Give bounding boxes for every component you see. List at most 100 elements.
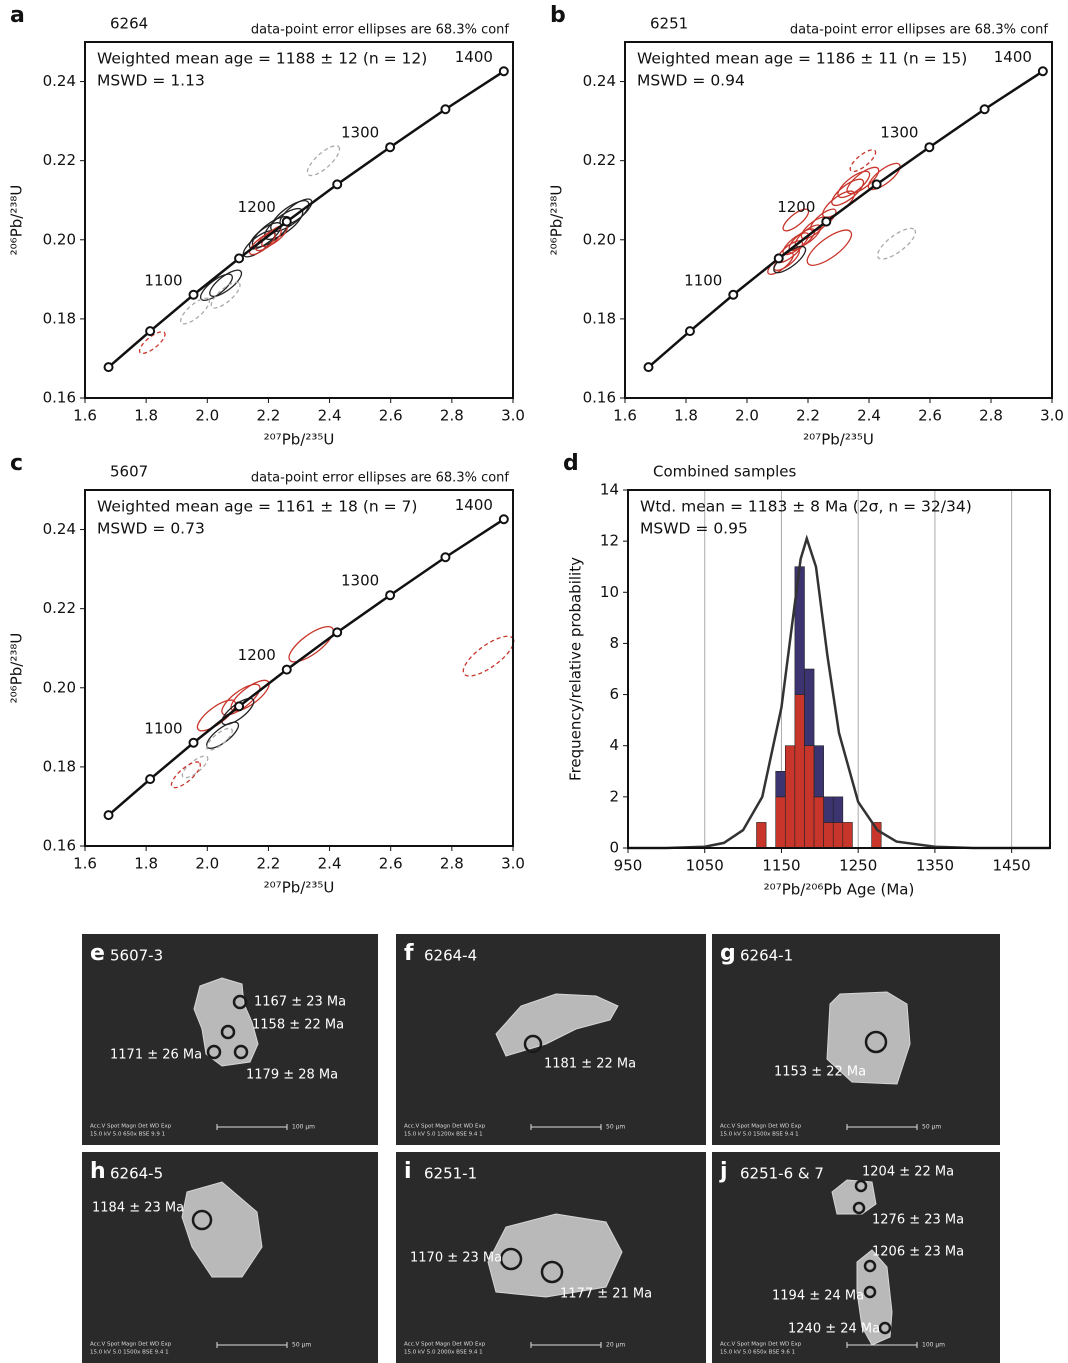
spot-age: 1167 ± 23 Ma xyxy=(254,995,346,1010)
age-label: 1200 xyxy=(238,646,276,664)
y-tick-label: 0.16 xyxy=(43,837,76,855)
spot-age: 1171 ± 26 Ma xyxy=(110,1048,202,1063)
histogram-bar xyxy=(756,822,767,849)
sem-panel: i 6251-1 1170 ± 23 Ma 1177 ± 21 Ma Acc.V Spo… xyxy=(396,1152,706,1363)
y-tick-label: 0.20 xyxy=(583,230,616,248)
y-tick-label: 0.24 xyxy=(583,72,616,90)
x-tick-label: 2.2 xyxy=(256,407,280,425)
panel-note: data-point error ellipses are 68.3% conf xyxy=(251,23,510,38)
sem-panel: j 6251-6 & 7 1204 ± 22 Ma 1276 ± 23 Ma 1206 … xyxy=(712,1152,1000,1363)
x-tick-label: 950 xyxy=(614,857,643,875)
age-marker xyxy=(281,664,292,675)
plot-frame xyxy=(624,41,1053,399)
y-tick-label: 0.16 xyxy=(583,389,616,407)
age-marker xyxy=(332,179,343,190)
zircon-grain xyxy=(856,1249,893,1346)
spot-age: 1276 ± 23 Ma xyxy=(872,1213,964,1228)
spot-age: 1240 ± 24 Ma xyxy=(788,1322,880,1337)
panel-letter: f xyxy=(404,941,414,966)
sem-footer: Acc.V Spot Magn Det WD Exp xyxy=(90,1342,172,1348)
zircon-grain xyxy=(487,1213,623,1298)
spot-age: 1179 ± 28 Ma xyxy=(246,1068,338,1083)
sem-footer: 15.0 kV 5.0 1200x BSE 9.4 1 xyxy=(404,1132,483,1138)
age-marker xyxy=(103,810,114,821)
x-tick-label: 2.4 xyxy=(857,407,881,425)
analysis-spot xyxy=(191,1209,213,1231)
y-axis-label: ²⁰⁶Pb/²³⁸U xyxy=(8,185,26,256)
histogram-bar xyxy=(823,822,834,849)
sem-footer: 15.0 kV 5.0 1500x BSE 9.4 1 xyxy=(90,1350,169,1356)
age-label: 1100 xyxy=(684,271,722,289)
panel-letter: c xyxy=(10,451,23,476)
zircon-grain xyxy=(826,991,911,1085)
age-marker xyxy=(979,104,990,115)
histogram-bar xyxy=(804,668,815,747)
panel-letter: i xyxy=(404,1159,412,1184)
analysis-spot xyxy=(499,1247,523,1271)
error-ellipse xyxy=(837,170,871,199)
error-ellipse xyxy=(782,208,810,232)
panel-letter: b xyxy=(550,3,566,28)
sem-panel: h 6264-5 1184 ± 23 Ma Acc.V Spot Magn Det W… xyxy=(82,1152,378,1363)
age-label: 1200 xyxy=(777,198,815,216)
analysis-spot xyxy=(220,1024,236,1040)
x-tick-label: 2.0 xyxy=(195,407,219,425)
age-marker xyxy=(871,179,882,190)
zircon-grain xyxy=(181,1181,263,1278)
y-tick-label: 8 xyxy=(609,634,619,652)
analysis-spot xyxy=(233,1044,249,1060)
y-axis-label: Frequency/relative probability xyxy=(567,557,585,781)
error-ellipse xyxy=(209,269,243,298)
error-ellipse xyxy=(806,229,853,266)
sample-name: 6264-1 xyxy=(740,947,793,965)
age-marker xyxy=(145,326,156,337)
histogram-bar xyxy=(794,694,805,849)
error-ellipse xyxy=(138,331,166,355)
x-tick-label: 1.6 xyxy=(613,407,637,425)
scale-label: 50 μm xyxy=(606,1124,625,1131)
panel-letter: d xyxy=(563,451,579,476)
spot-age: 1184 ± 23 Ma xyxy=(92,1201,184,1216)
annotation: Weighted mean age = 1161 ± 18 (n = 7) xyxy=(97,498,417,516)
sem-panel: e 5607-3 1167 ± 23 Ma 1158 ± 22 Ma 1171 ± 26… xyxy=(82,934,378,1145)
panel-title: Combined samples xyxy=(653,463,797,481)
age-marker xyxy=(103,362,114,373)
error-ellipse xyxy=(181,755,209,779)
x-tick-label: 3.0 xyxy=(501,407,525,425)
analysis-spot xyxy=(232,994,248,1010)
x-tick-label: 3.0 xyxy=(1040,407,1064,425)
sem-footer: 15.0 kV 5.0 650x BSE 9.9 1 xyxy=(90,1132,165,1138)
sem-footer: Acc.V Spot Magn Det WD Exp xyxy=(720,1342,802,1348)
annotation: MSWD = 0.94 xyxy=(637,72,745,90)
scale-label: 50 μm xyxy=(292,1342,311,1349)
age-label: 1300 xyxy=(880,124,918,142)
histogram-bar xyxy=(775,796,786,849)
x-tick-label: 2.2 xyxy=(256,855,280,873)
error-ellipse xyxy=(270,200,310,233)
age-marker xyxy=(1037,66,1048,77)
x-tick-label: 1050 xyxy=(686,857,724,875)
panel-title: 6264 xyxy=(110,15,148,33)
concordia-curve xyxy=(107,70,505,369)
age-label: 1100 xyxy=(144,719,182,737)
x-tick-label: 2.0 xyxy=(195,855,219,873)
age-marker xyxy=(332,627,343,638)
histogram-bar xyxy=(813,796,824,849)
y-tick-label: 0.18 xyxy=(43,309,76,327)
x-axis-label: ²⁰⁷Pb/²³⁵U xyxy=(264,879,335,897)
age-marker xyxy=(498,514,509,525)
error-ellipse xyxy=(846,166,880,195)
sample-name: 6251-6 & 7 xyxy=(740,1165,824,1183)
x-tick-label: 1250 xyxy=(839,857,877,875)
error-ellipse xyxy=(306,145,341,177)
age-label: 1200 xyxy=(238,198,276,216)
x-tick-label: 2.6 xyxy=(918,407,942,425)
x-tick-label: 1.6 xyxy=(73,407,97,425)
analysis-spot xyxy=(864,1030,888,1054)
y-tick-label: 0.24 xyxy=(43,520,76,538)
spot-age: 1204 ± 22 Ma xyxy=(862,1165,954,1180)
error-ellipse xyxy=(462,635,515,677)
analysis-spot xyxy=(863,1259,877,1273)
x-tick-label: 2.2 xyxy=(796,407,820,425)
